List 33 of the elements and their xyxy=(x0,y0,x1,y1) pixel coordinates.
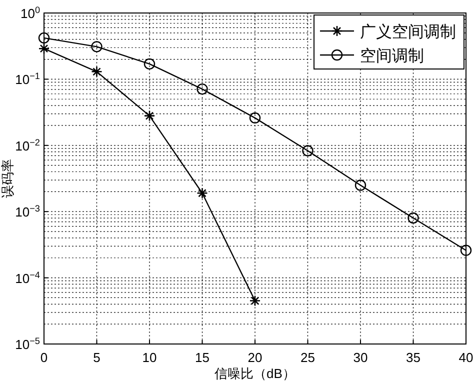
x-tick-label: 35 xyxy=(406,350,420,365)
y-tick-label: 10$^{−5}$ xyxy=(15,336,40,352)
y-tick-label: 10$^{−3}$ xyxy=(15,204,40,220)
y-tick-label: 10$^{−4}$ xyxy=(15,270,40,286)
point xyxy=(91,41,102,52)
x-tick-label: 5 xyxy=(93,350,100,365)
y-tick-label: 10$^{−1}$ xyxy=(15,71,40,88)
point xyxy=(196,83,208,95)
point xyxy=(460,244,472,256)
legend-label: 空间调制 xyxy=(360,47,424,65)
x-tick-label: 30 xyxy=(353,350,368,365)
point xyxy=(249,295,261,306)
y-tick-label: 10$^{0}$ xyxy=(20,5,40,21)
x-tick-label: 10 xyxy=(142,350,157,365)
x-tick-label: 20 xyxy=(248,350,262,365)
point xyxy=(144,58,156,70)
point xyxy=(354,180,366,191)
point xyxy=(302,145,314,156)
y-axis-title: 误码率 xyxy=(0,159,15,198)
point xyxy=(196,187,208,199)
x-axis-title: 信噪比（dB） xyxy=(214,366,296,381)
point xyxy=(91,66,102,78)
point xyxy=(144,110,156,122)
point xyxy=(38,32,50,44)
x-tick-label: 15 xyxy=(195,350,210,365)
point xyxy=(408,212,419,224)
y-tick-label: 10$^{−2}$ xyxy=(15,137,40,154)
x-tick-label: 25 xyxy=(300,350,315,365)
x-tick-label: 0 xyxy=(40,350,48,365)
point xyxy=(249,112,261,124)
point xyxy=(38,42,50,54)
x-tick-label: 40 xyxy=(458,350,474,365)
legend-label: 广义空间调制 xyxy=(360,23,456,41)
